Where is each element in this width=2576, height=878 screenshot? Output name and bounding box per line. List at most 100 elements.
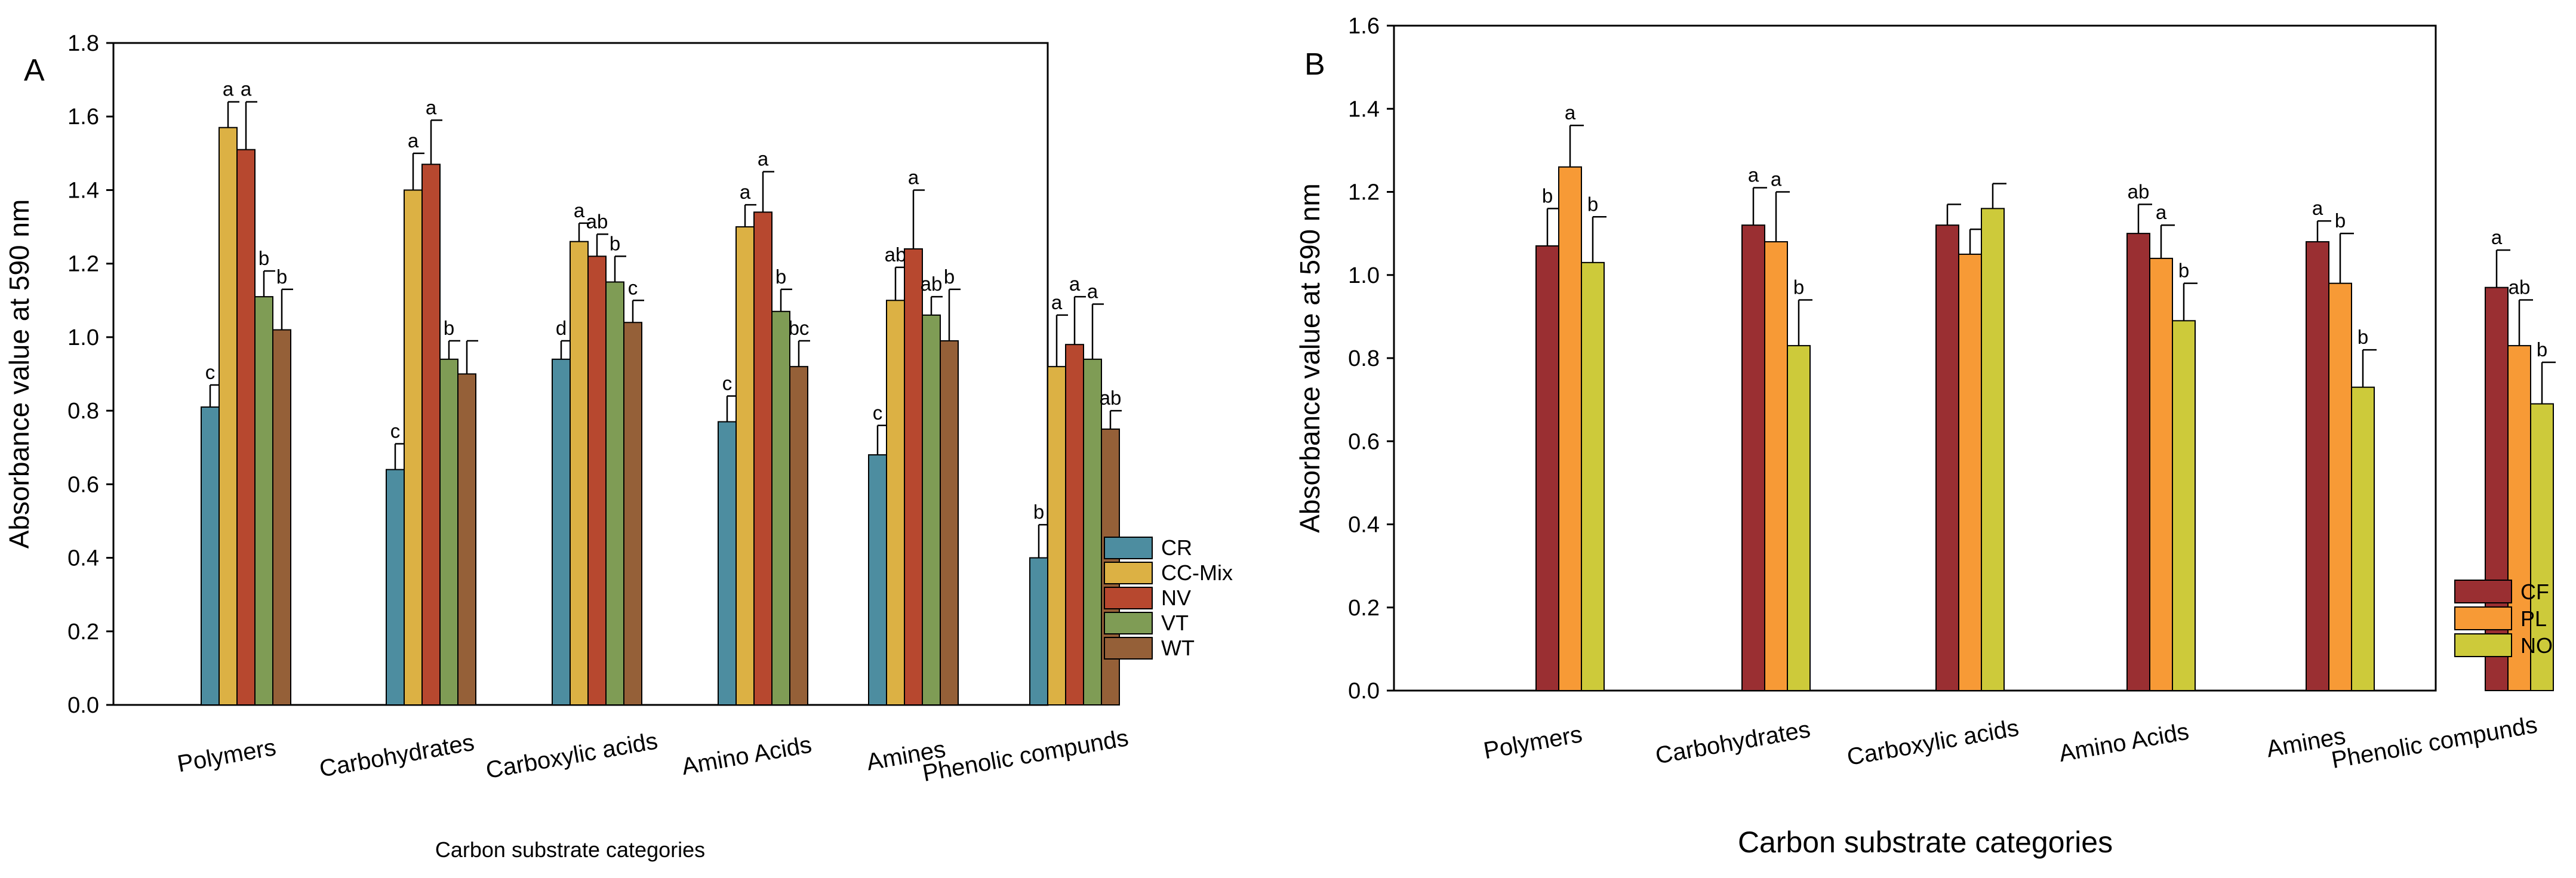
panel-a-significance-letter: a (408, 130, 419, 152)
panel-b-legend-label: NO (2520, 633, 2553, 658)
panel-a-y-tick-label: 0.8 (67, 399, 99, 424)
panel-a-significance-letter: b (258, 247, 269, 269)
panel-b-legend-swatch (2454, 606, 2512, 630)
panel-b-significance-letter: b (2178, 260, 2189, 282)
panel-b-significance-letter: b (1793, 276, 1804, 298)
panel-a-bar-cr (386, 469, 405, 706)
panel-a-bar-nv (421, 164, 441, 706)
panel-a-significance-letter: bc (789, 317, 810, 339)
panel-a-bar-ccmix (570, 241, 589, 706)
panel-a-y-tick-label: 0.6 (67, 472, 99, 497)
panel-b-bar-cf (1935, 224, 1959, 691)
panel-a-significance-letter: b (276, 266, 287, 288)
panel-a-y-tick-label: 0.2 (67, 620, 99, 645)
panel-a-y-tick-label: 0.4 (67, 546, 99, 571)
panel-a-significance-letter: b (1033, 501, 1044, 523)
panel-b-y-axis-label: Absorbance value at 590 nm (1294, 183, 1325, 533)
panel-b-bar-cf (2126, 233, 2150, 691)
panel-a-y-tick-label: 1.0 (67, 325, 99, 350)
panel-b-bar-pl (2328, 282, 2352, 691)
panel-a-bar-ccmix (886, 300, 905, 706)
panel-b-bar-pl (2149, 257, 2173, 691)
panel-a-significance-letter: b (775, 266, 786, 288)
panel-b-significance-letter: b (1542, 184, 1553, 207)
panel-a-legend-label: VT (1161, 611, 1189, 635)
panel-a-category-label: Polymers (176, 734, 278, 777)
panel-a-y-tick-label: 1.6 (67, 104, 99, 130)
panel-a-bar-nv (1065, 344, 1084, 706)
panel-b-category-label: Amino Acids (2057, 718, 2191, 767)
panel-b-bar-no (2351, 386, 2375, 691)
panel-a-significance-letter: a (758, 148, 769, 170)
panel-b-bar-no (1787, 345, 1811, 691)
panel-a-bar-ccmix (1047, 366, 1066, 706)
panel-a-legend-label: CC-Mix (1161, 560, 1233, 585)
panel-a-bar-nv (587, 255, 607, 706)
panel-a-y-tick-label: 0.0 (67, 693, 99, 718)
panel-a-panel-letter: A (24, 53, 45, 88)
panel-b-bar-cf (1535, 245, 1559, 691)
panel-a-bar-wt (789, 366, 808, 706)
panel-b-category-label: Carboxylic acids (1845, 714, 2021, 771)
panel-a-legend-label: NV (1161, 586, 1191, 610)
panel-a-significance-letter: b (944, 266, 955, 288)
panel-b-legend-label: PL (2520, 606, 2547, 631)
panel-a-significance-letter: a (241, 78, 252, 100)
panel-b-significance-letter: a (2491, 226, 2503, 248)
panel-b-x-axis-label: Carbon substrate categories (1738, 825, 2113, 859)
panel-a-bar-cr (1029, 557, 1048, 706)
panel-a-significance-letter: c (873, 402, 883, 424)
panel-a-legend-swatch (1104, 587, 1153, 609)
panel-b-bar-pl (1558, 166, 1582, 692)
panel-a-significance-letter: ab (1100, 387, 1122, 409)
panel-b-significance-letter: ab (2128, 180, 2150, 202)
panel-b-significance-letter: b (2358, 326, 2368, 348)
panel-b-y-tick-label: 0.6 (1348, 429, 1380, 454)
panel-a-legend-swatch (1104, 637, 1153, 660)
panel-b-significance-letter: ab (2509, 276, 2531, 298)
panel-a: 0.0 0.2 0.4 0.6 0.8 1.0 1.2 1.4 1.6 1.8 Absorbance… (4, 31, 1233, 862)
panel-a-bar-cr (201, 406, 220, 706)
panel-b-panel-letter: B (1304, 47, 1325, 82)
panel-b-bar-pl (1958, 253, 1982, 691)
panel-b-y-tick-label: 0.4 (1348, 513, 1380, 538)
panel-a-significance-letter: a (1087, 280, 1098, 302)
panel-a-bar-vt (1083, 358, 1102, 706)
panel-a-significance-letter: a (223, 78, 234, 100)
panel-a-bar-wt (623, 322, 642, 706)
panel-a-significance-letter: a (1051, 291, 1063, 313)
panel-a-significance-letter: a (574, 199, 585, 221)
panel-a-legend-label: WT (1161, 636, 1195, 660)
panel-a-significance-letter: a (740, 181, 751, 203)
panel-a-bar-cr (868, 454, 887, 706)
panel-a-significance-letter: b (610, 232, 620, 254)
panel-a-category-label: Carbohydrates (318, 729, 476, 783)
panel-b-significance-letter: a (2156, 201, 2167, 223)
panel-a-bar-nv (904, 248, 923, 706)
panel-b-bar-pl (1764, 241, 1788, 691)
panel-b-bar-cf (1741, 224, 1765, 691)
panel-b-y-tick-label: 1.0 (1348, 263, 1380, 288)
panel-a-category-label: Phenolic compunds (921, 725, 1130, 787)
panel-b-y-tick-label: 0.0 (1348, 679, 1380, 704)
panel-a-bar-vt (922, 314, 941, 706)
panel-a-bar-wt (272, 329, 291, 706)
panel-b-category-label: Carbohydrates (1654, 716, 1812, 769)
panel-a-significance-letter: a (426, 96, 437, 118)
panel-b-bar-cf (2306, 241, 2329, 691)
panel-a-bar-ccmix (404, 189, 423, 706)
panel-a-significance-letter: a (908, 166, 919, 188)
panel-b-bar-pl (2507, 345, 2531, 691)
panel-a-significance-letter: ab (921, 273, 943, 295)
panel-b-significance-letter: a (1771, 168, 1782, 190)
panel-b-bar-no (1981, 208, 2005, 692)
panel-b-y-tick-label: 0.2 (1348, 596, 1380, 621)
panel-a-bar-vt (254, 296, 273, 706)
panel-a-bar-vt (605, 281, 624, 706)
panel-b-category-label: Phenolic compunds (2329, 711, 2539, 774)
panel-b-significance-letter: b (2335, 210, 2346, 232)
panel-a-y-tick-label: 1.8 (67, 31, 99, 56)
panel-b-y-tick-label: 1.6 (1348, 14, 1380, 39)
panel-b-significance-letter: b (1587, 193, 1598, 215)
